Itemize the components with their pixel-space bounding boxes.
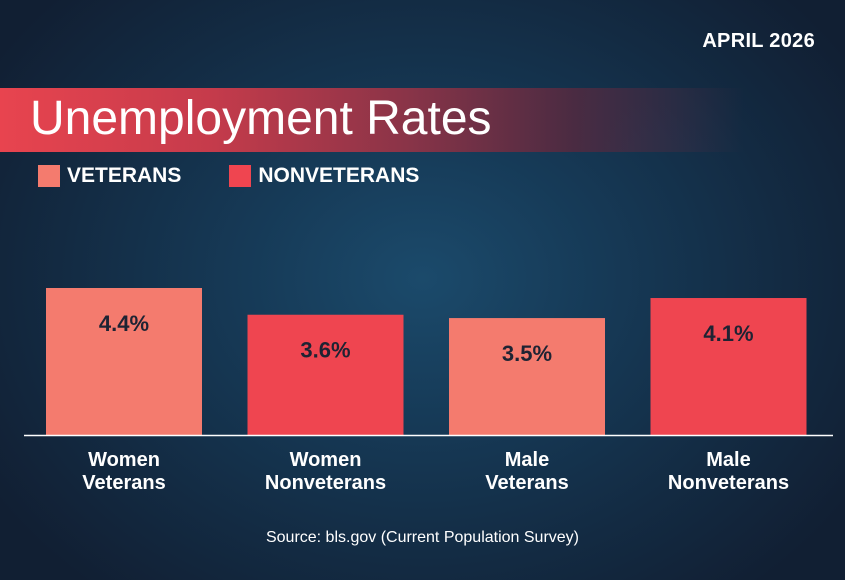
title-band xyxy=(0,88,845,152)
date-label: APRIL 2026 xyxy=(702,30,815,52)
bar-value-label-2: 3.6% xyxy=(300,338,350,363)
chart-title: Unemployment Rates xyxy=(30,92,492,145)
category-label-3: Male Veterans xyxy=(485,449,568,494)
category-label-4: Male Nonveterans xyxy=(668,449,789,494)
bar-value-label-3: 3.5% xyxy=(502,341,552,366)
bar-3 xyxy=(449,318,605,435)
legend: VETERANS NONVETERANS xyxy=(38,164,467,188)
category-label-2: Women Nonveterans xyxy=(265,449,386,494)
bar-value-label-4: 4.1% xyxy=(703,321,753,346)
source-note: Source: bls.gov (Current Population Surv… xyxy=(265,529,580,546)
bar-2 xyxy=(247,314,404,435)
legend-label-nonveterans: NONVETERANS xyxy=(258,164,420,187)
category-labels-group: Women Veterans Women Nonveterans Male Veteran… xyxy=(82,449,789,494)
legend-label-veterans: VETERANS xyxy=(67,164,182,187)
bar-1 xyxy=(46,288,202,435)
bar-value-label-1: 4.4% xyxy=(99,311,149,336)
legend-swatch-veterans xyxy=(38,165,60,187)
category-label-1: Women Veterans xyxy=(82,449,165,494)
legend-item-veterans: VETERANS xyxy=(38,164,181,188)
bar-4 xyxy=(650,298,807,435)
legend-item-nonveterans: NONVETERANS xyxy=(229,164,419,188)
bars-group: 4.4% 3.6% 3.5% 4.1% xyxy=(46,288,807,435)
legend-swatch-nonveterans xyxy=(229,165,252,187)
